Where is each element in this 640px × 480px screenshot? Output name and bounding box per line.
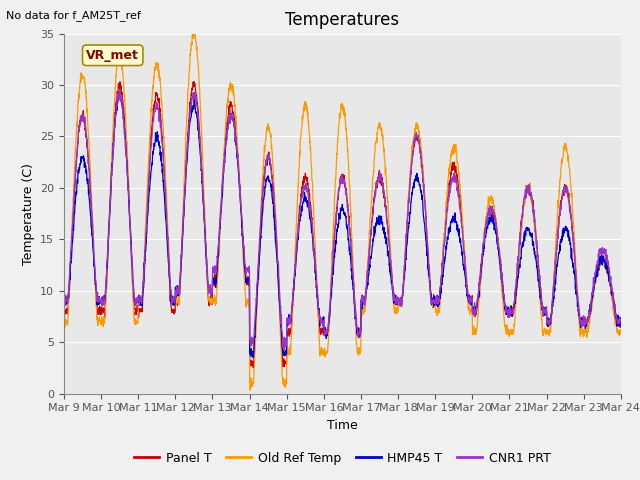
HMP45 T bbox=[584, 320, 591, 325]
Panel T bbox=[359, 295, 367, 301]
HMP45 T bbox=[116, 89, 124, 95]
Y-axis label: Temperature (C): Temperature (C) bbox=[22, 163, 35, 264]
Old Ref Temp bbox=[371, 147, 379, 153]
CNR1 PRT bbox=[359, 297, 367, 302]
HMP45 T bbox=[371, 225, 379, 231]
Old Ref Temp bbox=[189, 31, 196, 36]
Old Ref Temp bbox=[359, 305, 367, 311]
Old Ref Temp bbox=[246, 387, 254, 393]
Panel T bbox=[60, 305, 68, 311]
Line: HMP45 T: HMP45 T bbox=[64, 92, 621, 357]
HMP45 T bbox=[617, 314, 625, 320]
CNR1 PRT bbox=[116, 86, 124, 92]
Panel T bbox=[568, 223, 576, 229]
Line: CNR1 PRT: CNR1 PRT bbox=[64, 89, 621, 350]
Panel T bbox=[190, 79, 198, 84]
HMP45 T bbox=[250, 354, 257, 360]
Panel T bbox=[371, 190, 379, 195]
Old Ref Temp bbox=[216, 238, 223, 244]
Legend: Panel T, Old Ref Temp, HMP45 T, CNR1 PRT: Panel T, Old Ref Temp, HMP45 T, CNR1 PRT bbox=[129, 447, 556, 469]
Old Ref Temp bbox=[505, 329, 513, 335]
CNR1 PRT bbox=[371, 190, 379, 195]
CNR1 PRT bbox=[584, 317, 591, 323]
Text: No data for f_AM25T_ref: No data for f_AM25T_ref bbox=[6, 10, 141, 21]
CNR1 PRT bbox=[280, 348, 288, 353]
Panel T bbox=[505, 310, 513, 315]
Line: Old Ref Temp: Old Ref Temp bbox=[64, 34, 621, 390]
HMP45 T bbox=[216, 229, 223, 235]
CNR1 PRT bbox=[216, 223, 223, 229]
Title: Temperatures: Temperatures bbox=[285, 11, 399, 29]
HMP45 T bbox=[359, 300, 367, 306]
CNR1 PRT bbox=[617, 319, 625, 324]
X-axis label: Time: Time bbox=[327, 419, 358, 432]
HMP45 T bbox=[60, 301, 68, 307]
CNR1 PRT bbox=[505, 307, 513, 313]
HMP45 T bbox=[568, 257, 576, 263]
Old Ref Temp bbox=[60, 316, 68, 322]
Old Ref Temp bbox=[617, 330, 625, 336]
Panel T bbox=[584, 316, 591, 322]
CNR1 PRT bbox=[60, 300, 68, 305]
Text: VR_met: VR_met bbox=[86, 49, 139, 62]
Panel T bbox=[250, 365, 257, 371]
CNR1 PRT bbox=[568, 227, 576, 233]
Panel T bbox=[216, 230, 223, 236]
Old Ref Temp bbox=[584, 327, 591, 333]
Line: Panel T: Panel T bbox=[64, 82, 621, 368]
HMP45 T bbox=[505, 307, 513, 313]
Panel T bbox=[617, 319, 625, 325]
Old Ref Temp bbox=[568, 192, 576, 198]
